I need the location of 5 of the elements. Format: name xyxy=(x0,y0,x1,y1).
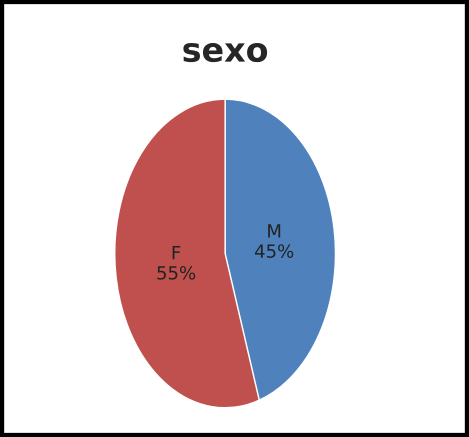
data-label: 55% xyxy=(157,266,196,280)
data-label: 45% xyxy=(254,244,294,258)
slice-label: M xyxy=(268,224,280,238)
chart-title: sexo xyxy=(183,42,268,62)
slice-label: F xyxy=(172,246,180,260)
